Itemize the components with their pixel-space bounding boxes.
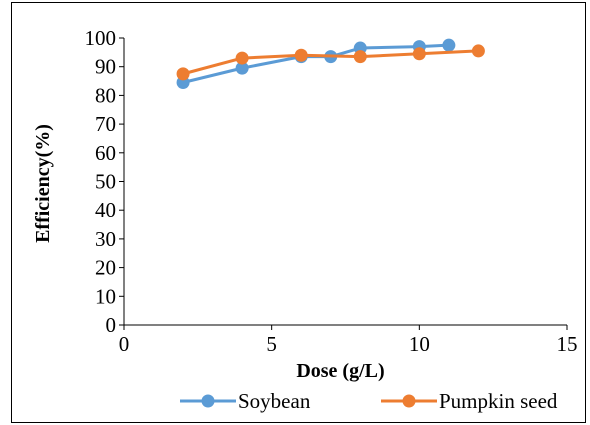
data-point (176, 67, 190, 81)
y-axis-title: Efficiency(%) (32, 124, 54, 243)
y-tick-label: 40 (95, 198, 116, 222)
legend-item: Pumpkin seed (381, 389, 558, 413)
data-point (412, 47, 426, 61)
legend-marker (201, 394, 215, 408)
x-tick-label: 0 (119, 332, 130, 356)
y-tick-label: 60 (95, 141, 116, 165)
y-tick-label: 10 (95, 284, 116, 308)
data-point (235, 51, 249, 65)
y-tick-label: 30 (95, 227, 116, 251)
x-axis-title: Dose (g/L) (296, 360, 384, 382)
series-layer (176, 38, 485, 89)
x-tick-labels: 0 5 10 15 (119, 325, 578, 356)
series-line (182, 49, 479, 76)
y-tick-label: 20 (95, 256, 116, 280)
y-tick-label: 100 (85, 26, 117, 50)
y-tick-label: 70 (95, 112, 116, 136)
y-tick-label: 90 (95, 55, 116, 79)
x-tick-label: 10 (409, 332, 430, 356)
chart-frame (11, 2, 586, 423)
series-pumpkin-seed (176, 44, 485, 81)
legend: Soybean Pumpkin seed (180, 389, 558, 413)
y-tick-label: 50 (95, 170, 116, 194)
y-tick-label: 80 (95, 83, 116, 107)
y-tick-labels: 0 10 20 30 40 50 60 70 80 90 100 (85, 26, 124, 337)
data-point (294, 48, 308, 62)
y-tick-label: 0 (106, 313, 117, 337)
data-point (235, 61, 249, 75)
data-point (442, 38, 456, 52)
data-point (353, 50, 367, 64)
legend-label: Pumpkin seed (439, 389, 558, 413)
legend-item: Soybean (180, 389, 311, 413)
legend-label: Soybean (238, 389, 311, 413)
x-tick-label: 5 (266, 332, 277, 356)
legend-marker (402, 394, 416, 408)
x-tick-label: 15 (557, 332, 578, 356)
data-point (471, 44, 485, 58)
